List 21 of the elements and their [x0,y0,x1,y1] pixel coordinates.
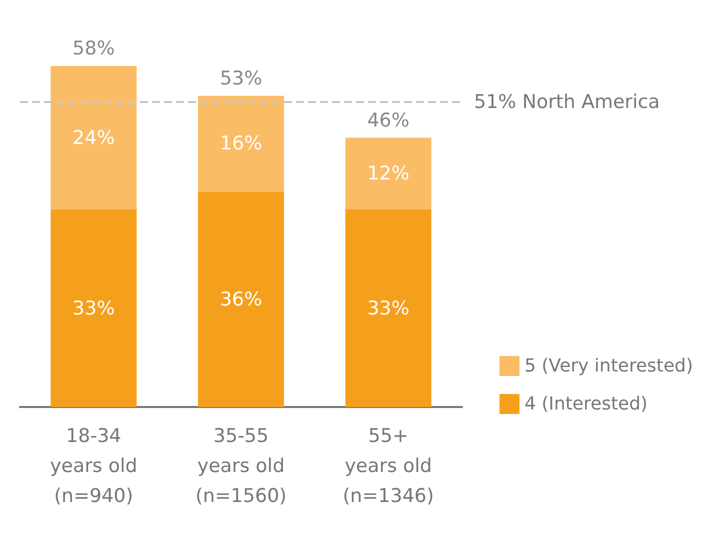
x-tick-label: 55+ years old (n=1346) [342,425,434,507]
data-label: 33% [72,297,115,320]
data-label: 24% [72,126,115,149]
bar [198,192,284,407]
bar [345,138,432,210]
bar [50,66,137,210]
ref-line-label: 51% North America [474,90,660,113]
data-label: 16% [220,132,262,155]
total-label: 58% [72,37,115,60]
legend-label: 4 (Interested) [524,394,648,414]
legend-label: 5 (Very interested) [524,356,694,376]
total-label: 46% [367,109,410,132]
data-label: 33% [367,297,410,320]
bar [50,210,137,407]
x-tick-label: 35-55 years old (n=1560) [195,425,287,507]
bar [198,96,284,192]
data-label: 12% [367,162,410,185]
x-tick-label: 18-34 years old (n=940) [50,425,138,507]
total-label: 53% [220,67,262,90]
data-label: 36% [220,288,262,310]
bar [345,210,432,407]
